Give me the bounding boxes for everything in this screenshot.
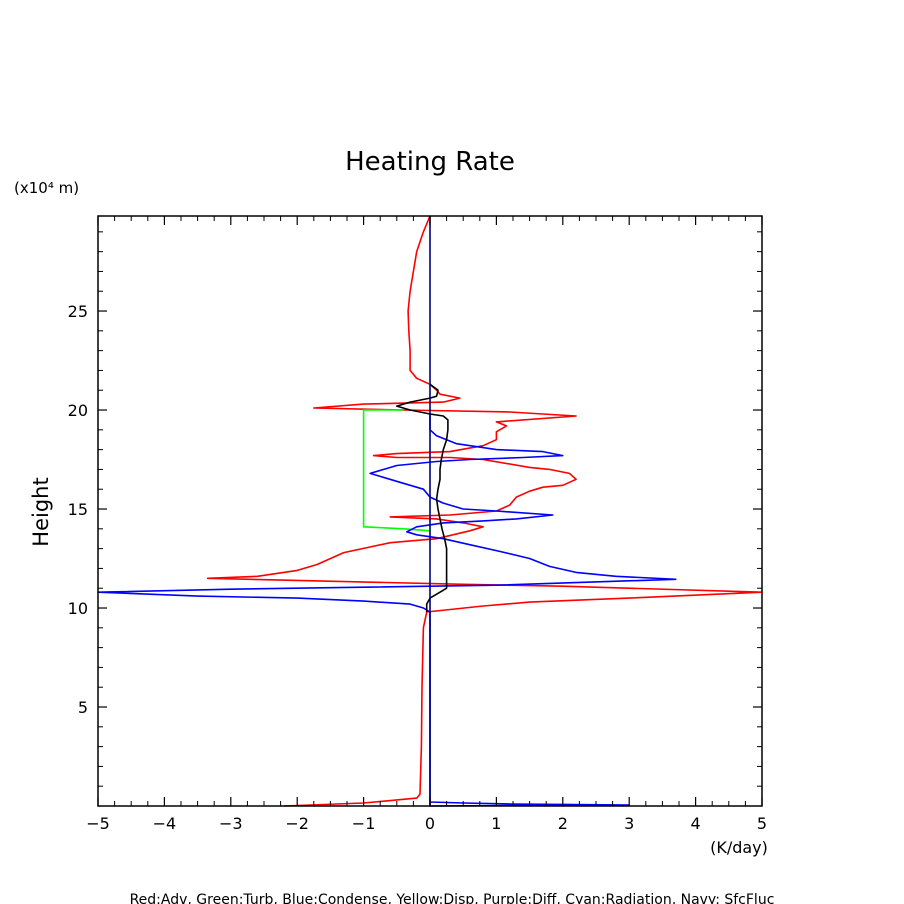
x-tick-label: 3 — [624, 814, 634, 833]
y-tick-label: 5 — [78, 698, 88, 717]
plot-frame — [97, 215, 763, 807]
x-unit-label: (K/day) — [710, 838, 768, 857]
chart-title: Heating Rate — [345, 147, 515, 177]
y-unit-label: (x10⁴ m) — [14, 179, 79, 197]
x-tick-label: 5 — [757, 814, 767, 833]
legend-text: Red:Adv, Green:Turb, Blue:Condense, Yell… — [130, 892, 775, 904]
x-tick-label: 0 — [425, 814, 435, 833]
x-tick-label: −4 — [153, 814, 177, 833]
series-line-2 — [97, 414, 677, 807]
x-tick-label: −1 — [352, 814, 376, 833]
series-layer — [97, 215, 763, 807]
series-line-3 — [395, 383, 449, 612]
y-tick-label: 25 — [68, 302, 88, 321]
x-tick-label: 1 — [491, 814, 501, 833]
x-tick-label: 4 — [691, 814, 701, 833]
y-tick-label: 15 — [68, 500, 88, 519]
ticks-layer: −5 −4 −3 −2 −1 0 1 2 3 4 5 5 10 15 20 25 — [68, 216, 767, 833]
y-tick-label: 10 — [68, 599, 88, 618]
x-tick-label: −3 — [219, 814, 243, 833]
x-tick-label: −2 — [285, 814, 309, 833]
series-line-1 — [362, 409, 431, 532]
x-tick-label: 2 — [558, 814, 568, 833]
y-tick-label: 20 — [68, 401, 88, 420]
y-axis-label: Height — [29, 477, 53, 546]
x-tick-label: −5 — [86, 814, 110, 833]
